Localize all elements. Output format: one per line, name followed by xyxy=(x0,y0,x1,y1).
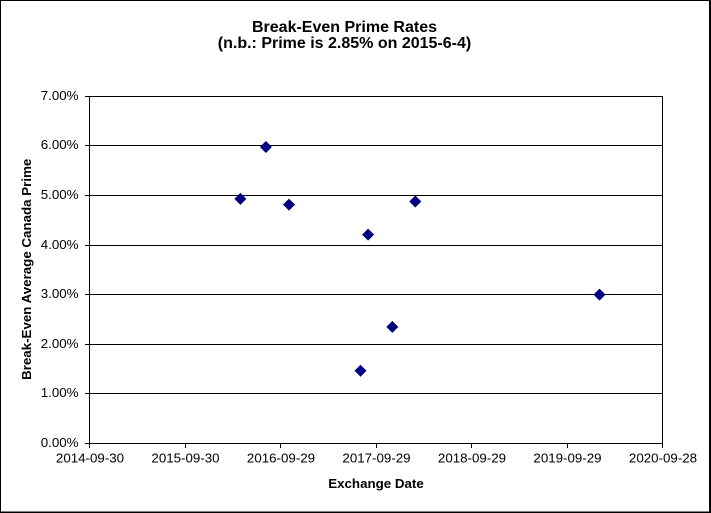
svg-text:3.00%: 3.00% xyxy=(41,286,79,301)
svg-text:0.00%: 0.00% xyxy=(41,435,79,450)
svg-text:2019-09-29: 2019-09-29 xyxy=(533,450,601,465)
svg-text:2015-09-30: 2015-09-30 xyxy=(151,450,219,465)
svg-text:6.00%: 6.00% xyxy=(41,137,79,152)
svg-text:(n.b.: Prime is 2.85% on 2015-: (n.b.: Prime is 2.85% on 2015-6-4) xyxy=(218,35,471,52)
svg-text:2017-09-29: 2017-09-29 xyxy=(342,450,410,465)
svg-text:2018-09-29: 2018-09-29 xyxy=(438,450,506,465)
svg-text:1.00%: 1.00% xyxy=(41,385,79,400)
svg-text:2.00%: 2.00% xyxy=(41,336,79,351)
svg-text:7.00%: 7.00% xyxy=(41,88,79,103)
svg-text:2020-09-28: 2020-09-28 xyxy=(629,450,697,465)
svg-text:Break-Even Average Canada Prim: Break-Even Average Canada Prime xyxy=(19,159,34,380)
svg-text:Break-Even Prime Rates: Break-Even Prime Rates xyxy=(252,19,437,36)
svg-text:2014-09-30: 2014-09-30 xyxy=(56,450,124,465)
svg-text:4.00%: 4.00% xyxy=(41,237,79,252)
svg-text:2016-09-29: 2016-09-29 xyxy=(247,450,315,465)
svg-text:Exchange Date: Exchange Date xyxy=(328,476,424,491)
svg-text:5.00%: 5.00% xyxy=(41,187,79,202)
